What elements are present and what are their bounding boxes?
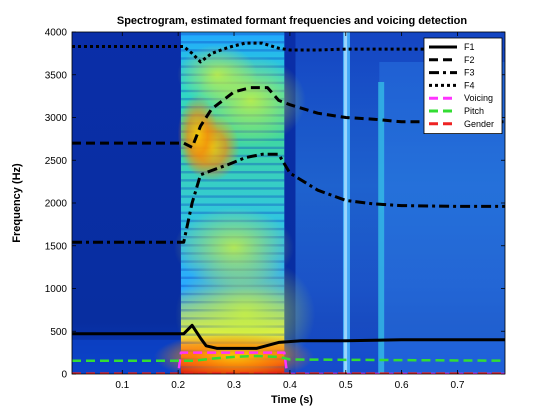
y-tick-label: 3500 bbox=[45, 70, 68, 81]
x-tick-label: 0.6 bbox=[395, 380, 409, 391]
x-tick-label: 0.2 bbox=[171, 380, 185, 391]
series-line-f1 bbox=[72, 323, 505, 350]
y-axis-label: Frequency (Hz) bbox=[11, 163, 23, 243]
harmonic-band bbox=[180, 187, 285, 190]
y-tick-label: 500 bbox=[50, 327, 67, 338]
y-tick-label: 1500 bbox=[45, 241, 68, 252]
x-tick-label: 0.7 bbox=[451, 380, 465, 391]
legend-label-f3: F3 bbox=[464, 68, 475, 78]
y-tick-label: 2000 bbox=[45, 199, 68, 210]
harmonic-band bbox=[180, 171, 285, 174]
series-line-pitch bbox=[72, 354, 505, 362]
y-tick-label: 0 bbox=[61, 370, 67, 381]
harmonic-band bbox=[180, 41, 285, 44]
legend-label-voicing: Voicing bbox=[464, 93, 493, 103]
harmonic-band bbox=[180, 195, 285, 198]
y-tick-label: 2500 bbox=[45, 156, 68, 167]
chart-title: Spectrogram, estimated formant frequenci… bbox=[117, 15, 468, 27]
energy-spot bbox=[177, 94, 218, 175]
series-line-f3 bbox=[72, 152, 505, 244]
harmonic-band bbox=[180, 203, 285, 206]
transient-stripe-2 bbox=[378, 82, 385, 374]
series-line-f4 bbox=[72, 41, 505, 64]
x-tick-label: 0.4 bbox=[283, 380, 297, 391]
y-tick-label: 4000 bbox=[45, 28, 68, 39]
energy-spot bbox=[177, 44, 258, 105]
x-tick-label: 0.1 bbox=[115, 380, 129, 391]
legend-label-pitch: Pitch bbox=[464, 106, 484, 116]
legend-label-f1: F1 bbox=[464, 42, 475, 52]
legend-label-gender: Gender bbox=[464, 119, 494, 129]
x-tick-label: 0.3 bbox=[227, 380, 241, 391]
y-tick-label: 3000 bbox=[45, 113, 68, 124]
harmonic-band bbox=[180, 179, 285, 182]
legend-label-f2: F2 bbox=[464, 55, 475, 65]
transient-stripe-1-core bbox=[344, 32, 348, 374]
x-axis-label: Time (s) bbox=[271, 394, 313, 406]
x-tick-label: 0.5 bbox=[339, 380, 353, 391]
legend: F1 F2 F3 F4 Voicing Pitch Gender bbox=[423, 37, 503, 134]
legend-label-f4: F4 bbox=[464, 80, 475, 90]
axis-ticks: 0.1 0.2 0.3 0.4 0.5 0.6 0.7 0 500 1000 1500 2000 250… bbox=[45, 28, 505, 391]
y-tick-label: 1000 bbox=[45, 284, 68, 295]
series-line-f2 bbox=[72, 86, 505, 149]
harmonic-band bbox=[180, 32, 285, 36]
